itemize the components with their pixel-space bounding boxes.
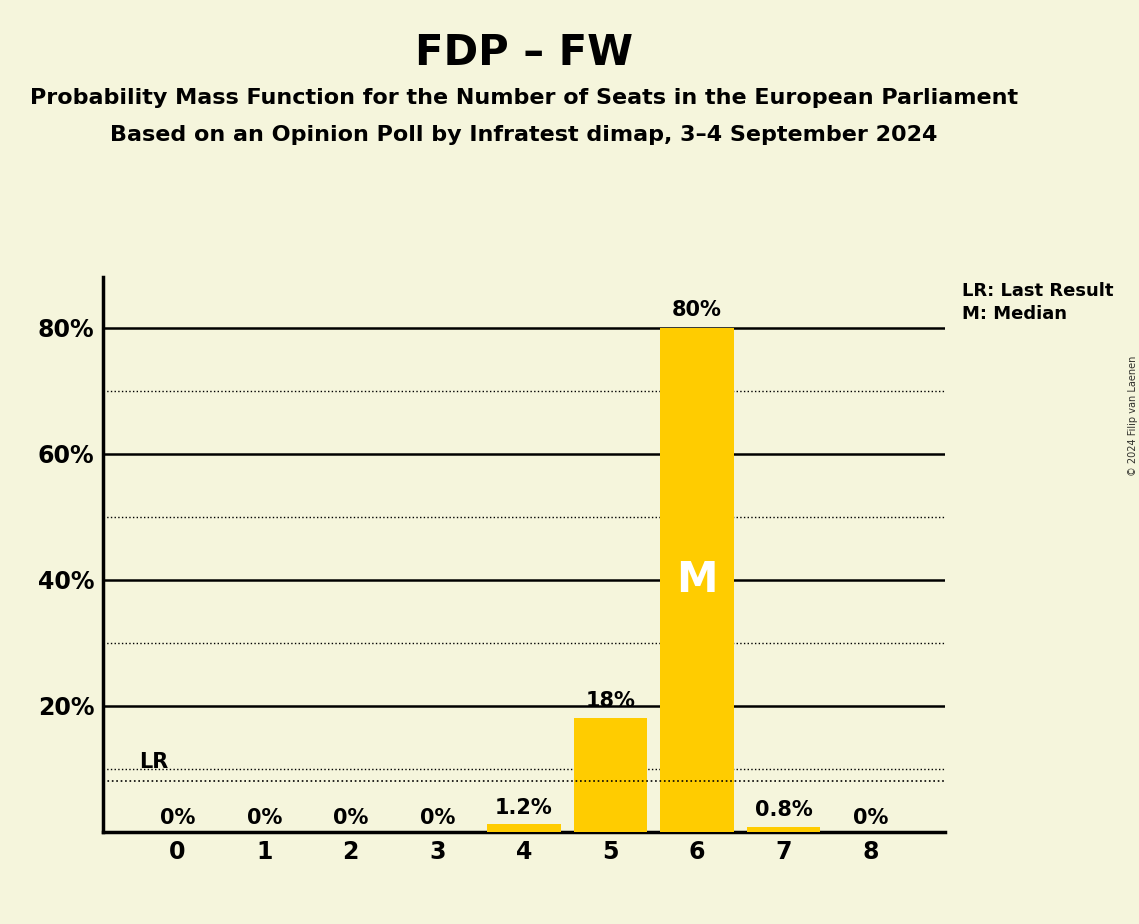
Text: 0%: 0%	[333, 808, 369, 829]
Text: Based on an Opinion Poll by Infratest dimap, 3–4 September 2024: Based on an Opinion Poll by Infratest di…	[110, 125, 937, 145]
Text: Probability Mass Function for the Number of Seats in the European Parliament: Probability Mass Function for the Number…	[30, 88, 1018, 108]
Text: FDP – FW: FDP – FW	[415, 32, 633, 74]
Text: 0.8%: 0.8%	[755, 800, 812, 821]
Text: © 2024 Filip van Laenen: © 2024 Filip van Laenen	[1129, 356, 1138, 476]
Text: LR: LR	[139, 752, 167, 772]
Bar	[747, 827, 820, 832]
Text: 0%: 0%	[159, 808, 195, 829]
Text: M: Median: M: Median	[962, 305, 1067, 322]
Bar	[574, 718, 647, 832]
Text: 80%: 80%	[672, 300, 722, 320]
Text: 0%: 0%	[853, 808, 888, 829]
Text: 0%: 0%	[419, 808, 456, 829]
Text: M: M	[677, 559, 718, 601]
Text: 18%: 18%	[585, 690, 636, 711]
Bar	[487, 824, 560, 832]
Text: 0%: 0%	[246, 808, 281, 829]
Text: LR: Last Result: LR: Last Result	[962, 282, 1114, 299]
Bar	[661, 328, 734, 832]
Text: 1.2%: 1.2%	[495, 797, 552, 818]
